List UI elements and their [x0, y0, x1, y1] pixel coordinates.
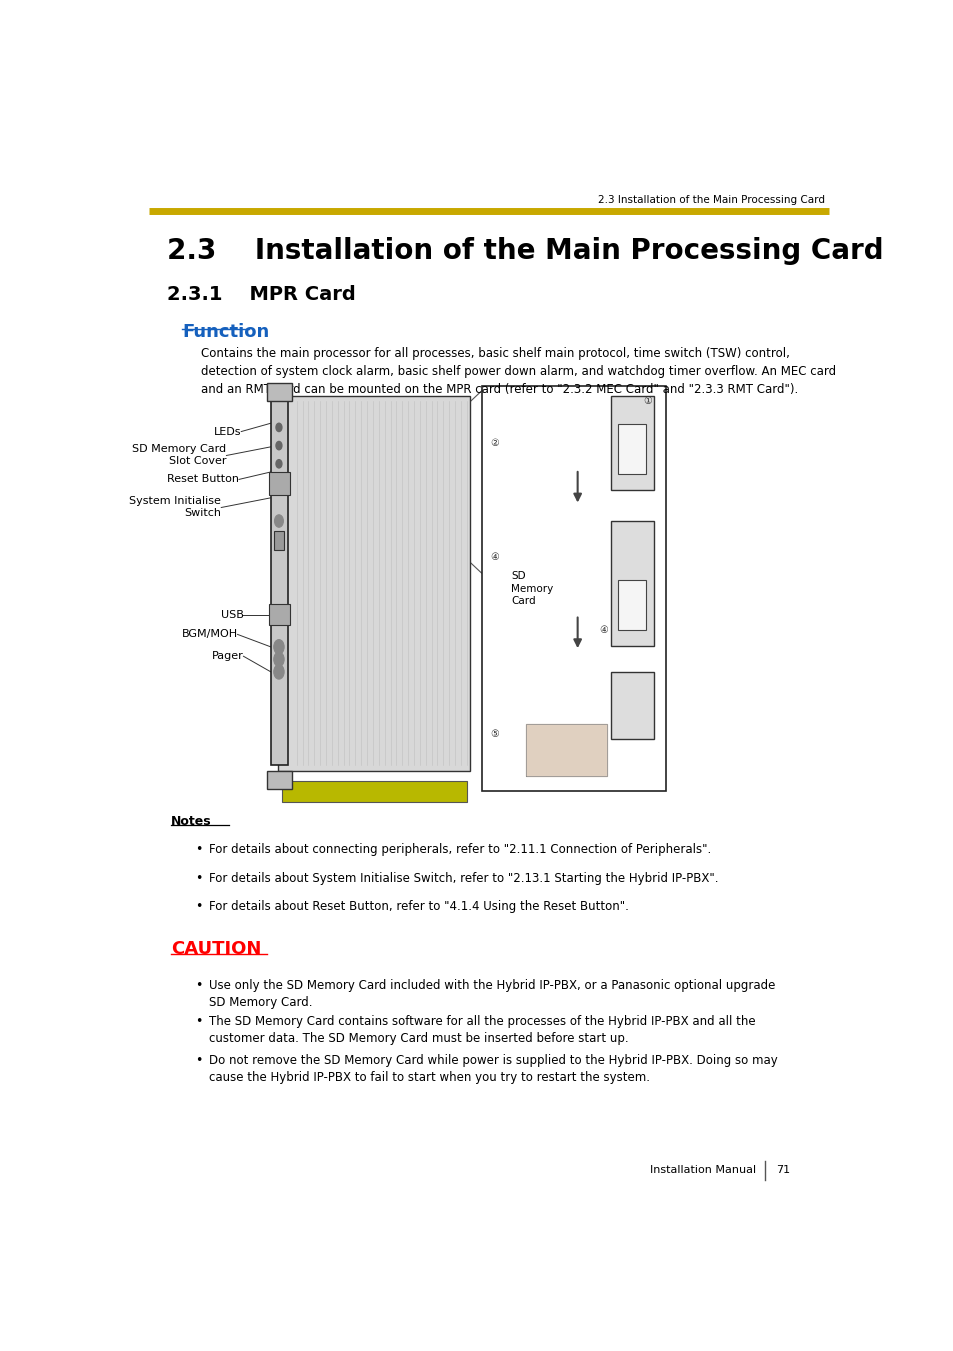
Text: Installation Manual: Installation Manual	[650, 1165, 756, 1175]
FancyBboxPatch shape	[269, 604, 290, 626]
FancyBboxPatch shape	[282, 781, 466, 802]
FancyBboxPatch shape	[271, 401, 288, 766]
Text: Pager: Pager	[212, 651, 243, 661]
Text: ④: ④	[598, 626, 607, 635]
Text: Do not remove the SD Memory Card while power is supplied to the Hybrid IP-PBX. D: Do not remove the SD Memory Card while p…	[210, 1054, 778, 1084]
FancyBboxPatch shape	[610, 671, 653, 739]
Text: •: •	[194, 900, 202, 913]
Text: •: •	[194, 871, 202, 885]
Text: Function: Function	[182, 323, 269, 342]
Circle shape	[275, 459, 282, 467]
Text: Reset Button: Reset Button	[167, 474, 239, 485]
Polygon shape	[525, 724, 606, 775]
Text: The SD Memory Card contains software for all the processes of the Hybrid IP-PBX : The SD Memory Card contains software for…	[210, 1015, 756, 1046]
Text: •: •	[194, 1015, 202, 1028]
Text: •: •	[194, 978, 202, 992]
Text: 2.3 Installation of the Main Processing Card: 2.3 Installation of the Main Processing …	[598, 196, 824, 205]
Text: For details about connecting peripherals, refer to "2.11.1 Connection of Periphe: For details about connecting peripherals…	[210, 843, 711, 857]
Text: 2.3    Installation of the Main Processing Card: 2.3 Installation of the Main Processing …	[167, 236, 883, 265]
FancyBboxPatch shape	[269, 471, 290, 494]
Circle shape	[275, 423, 282, 431]
FancyBboxPatch shape	[618, 581, 646, 630]
Text: BGM/MOH: BGM/MOH	[181, 630, 237, 639]
FancyBboxPatch shape	[481, 386, 665, 792]
FancyBboxPatch shape	[610, 521, 653, 646]
Text: LEDs: LEDs	[213, 427, 241, 436]
FancyBboxPatch shape	[267, 382, 292, 401]
FancyBboxPatch shape	[274, 531, 284, 550]
Circle shape	[274, 639, 284, 654]
Text: •: •	[194, 1054, 202, 1067]
Circle shape	[274, 653, 284, 666]
Text: For details about Reset Button, refer to "4.1.4 Using the Reset Button".: For details about Reset Button, refer to…	[210, 900, 629, 913]
Text: For details about System Initialise Switch, refer to "2.13.1 Starting the Hybrid: For details about System Initialise Swit…	[210, 871, 719, 885]
FancyBboxPatch shape	[618, 424, 646, 474]
Text: CAUTION: CAUTION	[171, 940, 261, 958]
Text: SD
Memory
Card: SD Memory Card	[511, 571, 553, 607]
Text: 71: 71	[775, 1165, 789, 1175]
Text: 2.3.1    MPR Card: 2.3.1 MPR Card	[167, 285, 355, 304]
Text: SD Memory Card
Slot Cover: SD Memory Card Slot Cover	[132, 444, 226, 466]
Text: Contains the main processor for all processes, basic shelf main protocol, time s: Contains the main processor for all proc…	[200, 347, 835, 396]
Text: Notes: Notes	[171, 816, 212, 828]
FancyBboxPatch shape	[610, 396, 653, 490]
FancyBboxPatch shape	[267, 770, 292, 789]
Text: ②: ②	[490, 438, 498, 449]
Text: USB: USB	[220, 609, 243, 620]
Text: ⑤: ⑤	[490, 730, 498, 739]
Circle shape	[274, 515, 283, 527]
Circle shape	[274, 665, 284, 680]
Circle shape	[275, 442, 282, 450]
Text: ④: ④	[490, 553, 498, 562]
Text: System Initialise
Switch: System Initialise Switch	[130, 496, 221, 519]
Text: •: •	[194, 843, 202, 857]
FancyBboxPatch shape	[278, 396, 470, 770]
Text: ①: ①	[643, 396, 652, 407]
Text: Use only the SD Memory Card included with the Hybrid IP-PBX, or a Panasonic opti: Use only the SD Memory Card included wit…	[210, 978, 775, 1009]
